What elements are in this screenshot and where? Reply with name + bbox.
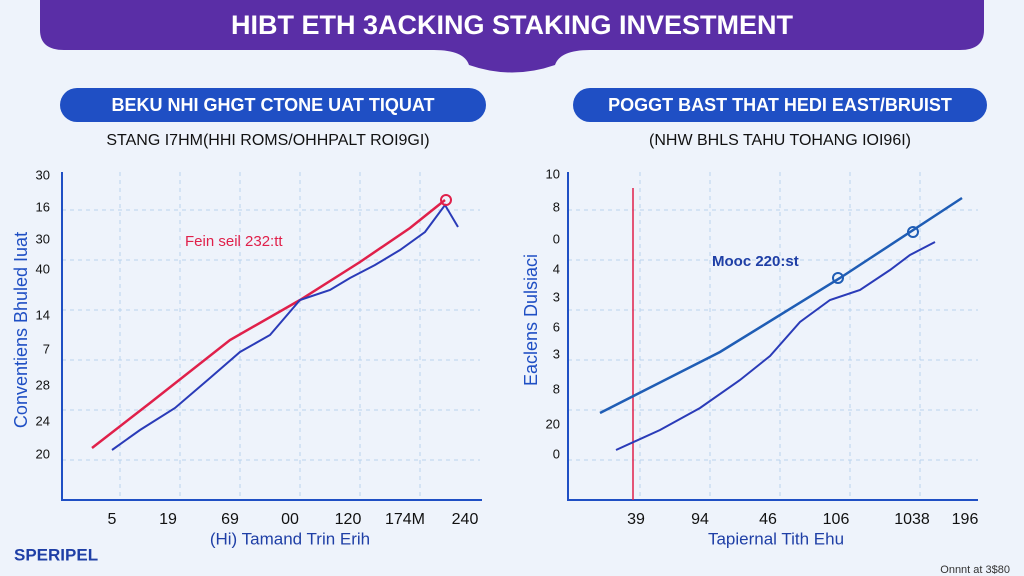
y-tick-label: 16 (36, 199, 50, 214)
y-tick-label: 14 (36, 307, 50, 322)
y-tick-label: 20 (546, 416, 560, 431)
x-tick-label: 174M (385, 511, 425, 528)
x-tick-label: 196 (952, 511, 979, 528)
x-tick-label: 69 (221, 511, 239, 528)
marker (440, 194, 452, 206)
x-axis-label: Tapiernal Tith Ehu (708, 529, 844, 548)
y-tick-label: 6 (553, 319, 560, 334)
y-axis-label: Eaclens Dulsiaci (521, 254, 541, 386)
panel-heading: BEKU NHI GHGT CTONE UAT TIQUAT (112, 95, 435, 115)
x-tick-label: 46 (759, 511, 777, 528)
x-tick-label: 1038 (894, 511, 930, 528)
line (615, 241, 936, 451)
y-tick-label: 4 (553, 261, 560, 276)
y-tick-label: 30 (36, 231, 50, 246)
heading-pill (60, 88, 486, 122)
y-tick-label: 8 (553, 199, 560, 214)
y-tick-label: 7 (43, 341, 50, 356)
title: HIBT ETH 3ACKING STAKING INVESTMENT (231, 10, 794, 40)
x-tick-label: 19 (159, 511, 177, 528)
marker (832, 272, 844, 284)
x-tick-label: 39 (627, 511, 645, 528)
line (599, 196, 963, 415)
x-axis-label: (Hi) Tamand Trin Erih (210, 529, 370, 548)
y-tick-label: 3 (553, 346, 560, 361)
grid (62, 172, 978, 500)
axes (567, 172, 978, 501)
y-tick-label: 30 (36, 167, 50, 182)
x-tick-label: 5 (108, 511, 117, 528)
y-axis-label: Conventiens Bhuled Iuat (11, 232, 31, 428)
title-banner (40, 0, 984, 73)
y-tick-label: 0 (553, 231, 560, 246)
x-tick-label: 94 (691, 511, 709, 528)
logo: SPERIPEL (14, 545, 98, 564)
y-tick-label: 3 (553, 289, 560, 304)
footer: Onnnt at 3$80 (940, 564, 1010, 576)
x-tick-label: 106 (823, 511, 850, 528)
axes (61, 172, 482, 501)
line (111, 203, 459, 451)
heading-pill (573, 88, 987, 122)
x-tick-label: 120 (335, 511, 362, 528)
marker (907, 226, 919, 238)
annotation: Fein seil 232:tt (185, 233, 283, 250)
y-tick-label: 20 (36, 446, 50, 461)
panel-subtitle: (NHW BHLS TAHU TOHANG IOI96I) (649, 132, 911, 149)
panel-heading: POGGT BAST THAT HEDI EAST/BRUIST (608, 95, 952, 115)
x-tick-label: 240 (452, 511, 479, 528)
annotation: Mooc 220:st (712, 253, 799, 270)
y-tick-label: 28 (36, 377, 50, 392)
y-tick-label: 40 (36, 261, 50, 276)
x-tick-label: 00 (281, 511, 299, 528)
y-tick-label: 8 (553, 381, 560, 396)
panel-subtitle: STANG I7HM(HHI ROMS/OHHPALT ROI9GI) (106, 132, 429, 149)
y-tick-label: 10 (546, 166, 560, 181)
y-tick-label: 24 (36, 413, 50, 428)
y-tick-label: 0 (553, 446, 560, 461)
